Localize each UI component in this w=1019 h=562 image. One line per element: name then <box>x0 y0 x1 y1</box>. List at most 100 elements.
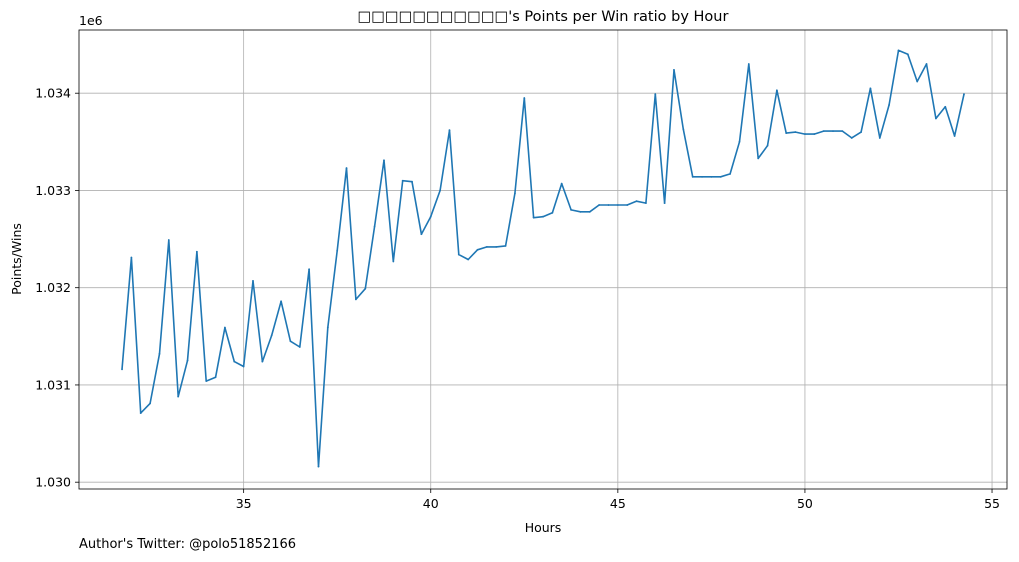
ticks: 35 40 45 50 55 1.030 1.031 1.032 1.033 1.034 <box>35 86 1000 511</box>
data-point <box>233 360 236 363</box>
series-layer <box>121 49 965 468</box>
data-point <box>336 249 339 252</box>
plot-frame <box>78 29 1008 490</box>
data-point <box>841 130 844 133</box>
data-point <box>551 211 554 214</box>
data-point <box>626 204 629 206</box>
data-point <box>598 204 601 206</box>
data-point <box>326 326 329 329</box>
y-tick-label: 1.032 <box>35 280 71 295</box>
x-axis-label: Hours <box>525 520 562 535</box>
x-tick-label: 55 <box>984 496 1000 511</box>
data-point <box>280 300 282 303</box>
data-point <box>121 368 123 371</box>
data-point <box>317 465 320 468</box>
x-tick-label: 35 <box>236 496 252 511</box>
data-point <box>429 215 432 218</box>
y-tick-label: 1.030 <box>35 475 71 490</box>
data-point <box>504 244 507 247</box>
data-point <box>916 80 919 83</box>
y-tick-label: 1.031 <box>35 377 71 392</box>
data-point <box>242 365 245 368</box>
x-tick-label: 40 <box>423 496 439 511</box>
data-point <box>757 157 760 160</box>
data-point <box>766 144 769 147</box>
data-point <box>224 326 226 329</box>
data-point <box>514 192 516 195</box>
data-point <box>261 360 264 363</box>
data-point <box>467 258 470 261</box>
data-point <box>804 133 806 135</box>
data-point <box>308 268 311 271</box>
data-point <box>411 180 413 183</box>
y-axis-label: Points/Wins <box>9 223 24 295</box>
data-point <box>738 140 741 143</box>
data-point <box>935 117 937 120</box>
data-point <box>383 159 385 162</box>
data-point <box>579 210 582 213</box>
data-point <box>822 130 825 133</box>
data-point <box>214 376 217 379</box>
data-point <box>897 49 900 52</box>
x-tick-label: 50 <box>797 496 813 511</box>
data-point <box>813 133 816 135</box>
data-point <box>289 340 292 343</box>
data-point <box>663 202 666 204</box>
data-point <box>635 200 638 203</box>
grid <box>79 30 1007 489</box>
data-point <box>710 175 713 178</box>
data-point <box>673 68 675 71</box>
data-point <box>654 93 657 96</box>
data-point <box>682 128 685 131</box>
data-point <box>298 346 301 348</box>
data-point <box>205 380 208 382</box>
data-point <box>963 93 965 96</box>
data-point <box>878 137 881 139</box>
data-point <box>560 182 563 185</box>
data-point <box>794 131 797 134</box>
data-point <box>495 245 498 248</box>
data-point <box>401 179 404 182</box>
data-point <box>701 175 703 178</box>
data-point <box>130 256 133 259</box>
data-point <box>570 209 572 211</box>
data-point <box>860 131 862 134</box>
x-tick-label: 45 <box>610 496 626 511</box>
data-point <box>186 359 189 362</box>
data-point <box>542 215 544 218</box>
chart-title: □□□□□□□□□□□'s Points per Win ratio by Ho… <box>358 9 729 25</box>
data-point <box>439 189 441 192</box>
data-point <box>869 87 872 90</box>
data-point <box>373 225 376 228</box>
data-point <box>729 173 731 175</box>
data-point <box>392 260 395 263</box>
data-point <box>588 210 591 213</box>
data-point <box>345 167 348 169</box>
data-point <box>747 63 750 65</box>
data-point <box>691 175 694 178</box>
data-point <box>364 287 367 290</box>
data-point <box>457 253 460 256</box>
data-point <box>167 239 170 241</box>
data-point <box>177 395 180 398</box>
data-point <box>195 250 198 253</box>
data-point <box>355 298 357 301</box>
series-line <box>121 49 965 468</box>
y-offset-label: 1e6 <box>79 13 103 28</box>
y-tick-label: 1.034 <box>35 86 71 101</box>
data-point <box>448 129 451 132</box>
data-point <box>149 402 151 405</box>
data-point <box>925 63 928 65</box>
data-point <box>719 175 722 178</box>
data-point <box>139 412 142 415</box>
data-point <box>485 245 488 248</box>
data-point <box>158 352 161 355</box>
data-point <box>832 130 834 133</box>
data-point <box>785 132 788 134</box>
data-point <box>270 334 273 337</box>
data-point <box>532 216 535 219</box>
data-point <box>476 248 479 251</box>
data-point <box>775 89 778 92</box>
data-point <box>906 53 909 56</box>
